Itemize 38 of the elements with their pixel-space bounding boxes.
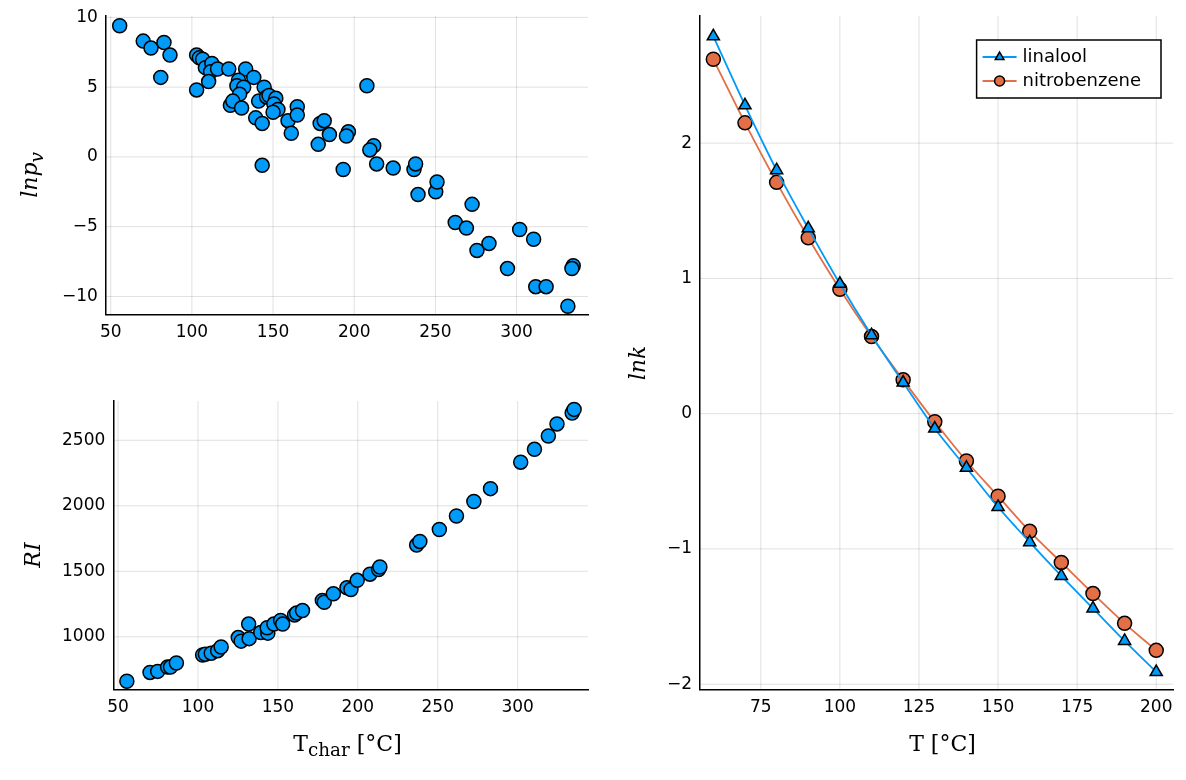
y-tick-label: 1500: [62, 559, 106, 580]
y-tick-label: 1: [681, 266, 693, 287]
legend-label: nitrobenzene: [1022, 68, 1142, 90]
x-tick-label: 300: [501, 696, 534, 717]
x-tick-label: 150: [256, 321, 290, 342]
x-tick-label: 200: [341, 696, 375, 717]
x-tick-label: 100: [823, 696, 857, 717]
x-tick-label: 75: [749, 696, 772, 717]
y-tick-label: 1000: [62, 625, 106, 646]
y-tick-label: 2: [681, 131, 693, 152]
x-tick-label: 150: [981, 696, 1015, 717]
y-tick-label: 10: [76, 5, 98, 26]
x-tick-label: 200: [338, 321, 371, 342]
y-axis-title: RI: [19, 542, 45, 568]
x-tick-label: 100: [181, 696, 215, 717]
legend-label: linalool: [1022, 44, 1088, 66]
x-tick-label: 175: [1060, 696, 1094, 717]
x-tick-label: 250: [419, 321, 452, 342]
x-axis-title: T$_{char}$ [°C]: [293, 731, 402, 761]
x-tick-label: 50: [107, 696, 129, 717]
x-axis-title: T [°C]: [909, 731, 976, 756]
y-tick-label: 0: [87, 145, 98, 166]
x-tick-label: 200: [1140, 696, 1173, 717]
x-tick-label: 50: [99, 321, 122, 342]
y-tick-label: −1: [667, 537, 693, 558]
y-tick-label: 5: [87, 75, 98, 96]
x-tick-label: 100: [175, 321, 209, 342]
y-tick-label: 2500: [62, 428, 106, 449]
y-tick-label: −2: [667, 672, 693, 693]
y-tick-label: −5: [72, 215, 98, 236]
x-tick-label: 125: [902, 696, 936, 717]
x-tick-label: 150: [261, 696, 295, 717]
y-tick-label: −10: [61, 284, 98, 305]
x-tick-label: 250: [421, 696, 454, 717]
y-tick-label: 0: [681, 402, 693, 423]
y-axis-title: lnk: [624, 345, 650, 380]
x-tick-label: 300: [500, 321, 533, 342]
y-tick-label: 2000: [62, 494, 106, 515]
